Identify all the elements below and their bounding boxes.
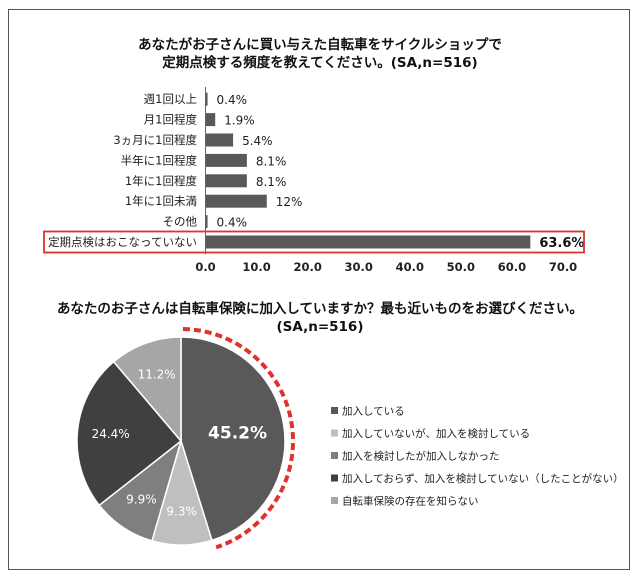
bar-chart-title-line-1: あなたがお子さんに買い与えた自転車をサイクルショップで [138, 37, 502, 53]
bar-value-label: 5.4% [242, 134, 272, 148]
bar [205, 174, 247, 188]
legend-label: 自転車保険の存在を知らない [342, 495, 479, 508]
bar [205, 235, 531, 249]
pie-slice-label: 9.3% [166, 505, 197, 519]
bar [205, 215, 208, 229]
pie-slice-label: 24.4% [92, 427, 130, 441]
pie-slice [180, 336, 286, 542]
bar [205, 153, 247, 167]
bar [205, 113, 216, 127]
legend-swatch [331, 497, 338, 504]
bar-value-label: 1.9% [224, 114, 255, 128]
bar-category-label: 月1回程度 [144, 113, 198, 127]
highlight-dashed-arc [182, 327, 295, 550]
bar-category-label: その他 [163, 215, 198, 229]
legend-label: 加入しておらず、加入を検討していない（したことがない） [342, 472, 624, 485]
legend-swatch [331, 407, 338, 414]
bar-value-label: 12% [276, 195, 303, 209]
legend-label: 加入していないが、加入を検討している [342, 427, 530, 440]
bar-category-label: 1年に1回未満 [125, 194, 197, 208]
x-tick-label: 30.0 [345, 260, 373, 274]
bar-category-label: 半年に1回程度 [121, 153, 198, 167]
pie-chart-title-line-1: あなたのお子さんは自転車保険に加入していますか？最も近いものをお選びください。 [56, 301, 584, 317]
pie-slice [76, 360, 183, 507]
legend-label: 加入を検討したが加入しなかった [342, 450, 500, 463]
bar [205, 194, 267, 208]
bar [205, 133, 234, 147]
pie-slice-label: 45.2% [208, 423, 267, 443]
x-tick-label: 10.0 [242, 260, 270, 274]
legend-label: 加入している [342, 406, 405, 418]
x-tick-label: 70.0 [549, 260, 577, 274]
bar-category-label: 週1回以上 [144, 92, 197, 106]
bar-category-label: 定期点検はおこなっていない [48, 235, 197, 249]
pie-chart-title-line-2: (SA,n=516) [276, 319, 364, 335]
x-tick-label: 40.0 [396, 260, 424, 274]
legend-swatch [331, 474, 338, 482]
legend-swatch [331, 429, 338, 437]
bar-category-label: 3ヵ月に1回程度 [113, 133, 197, 147]
x-tick-label: 50.0 [447, 260, 475, 274]
bar-value-label: 8.1% [256, 154, 287, 168]
pie-slice-label: 11.2% [138, 368, 176, 382]
highlight-box [43, 230, 585, 254]
x-tick-label: 60.0 [498, 260, 526, 274]
bar-value-label: 63.6% [539, 236, 584, 251]
x-tick-label: 20.0 [293, 260, 321, 274]
x-tick-label: 0.0 [195, 260, 215, 274]
bar-value-label: 0.4% [217, 216, 248, 230]
bar-value-label: 0.4% [217, 93, 248, 107]
pie-slice [112, 336, 182, 444]
pie-slice-label: 9.9% [126, 493, 157, 507]
bar-category-label: 1年に1回程度 [125, 174, 198, 188]
bar-value-label: 8.1% [256, 175, 287, 189]
legend-swatch [331, 452, 338, 459]
bar-chart-title-line-2: 定期点検する頻度を教えてください。(SA,n=516) [162, 55, 478, 71]
bar [205, 92, 208, 106]
